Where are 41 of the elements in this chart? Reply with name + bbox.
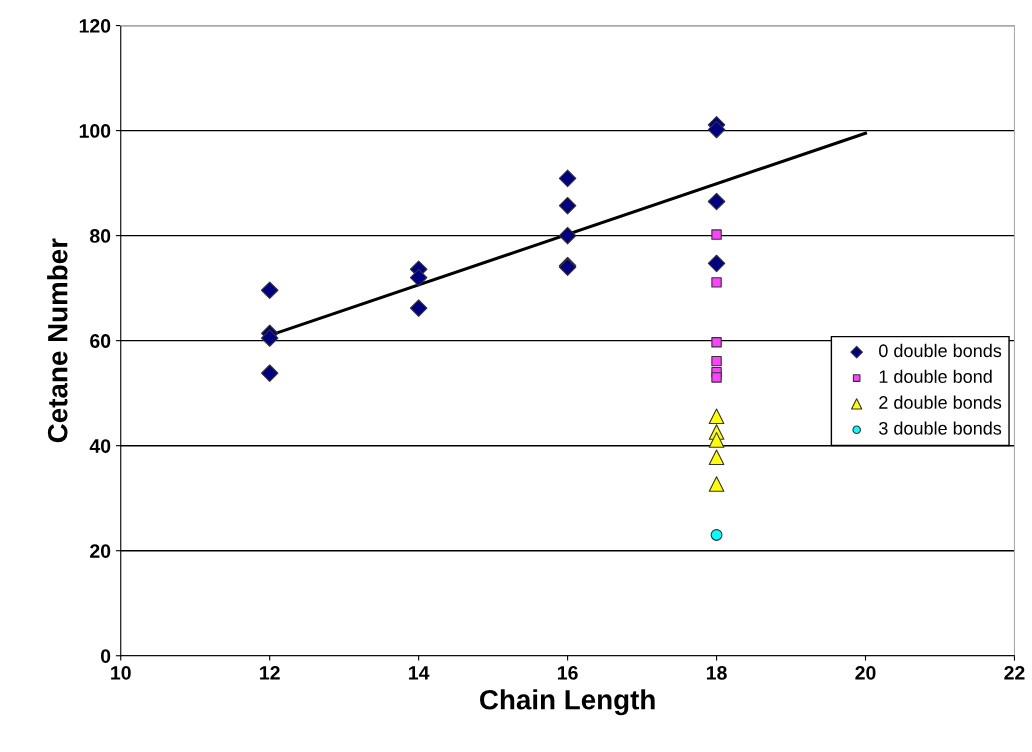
point — [707, 254, 726, 273]
legend-label: 2 double bonds — [879, 395, 1002, 409]
point — [707, 192, 726, 211]
x-tick-label: 12 — [260, 665, 280, 680]
x-tick-label: 16 — [558, 665, 578, 680]
point — [558, 169, 577, 188]
legend-label: 0 double bonds — [879, 343, 1002, 358]
point — [708, 408, 725, 425]
point — [711, 355, 722, 367]
point — [707, 120, 726, 139]
point — [708, 432, 725, 448]
point — [711, 372, 722, 383]
legend-label: 3 double bonds — [879, 421, 1002, 435]
y-tick-label: 40 — [89, 439, 111, 453]
legend-label: 1 double bond — [879, 369, 992, 383]
point — [711, 277, 722, 288]
x-tick-label: 22 — [1004, 665, 1025, 680]
point — [409, 299, 428, 317]
y-tick-label: 20 — [90, 544, 111, 558]
point — [409, 268, 428, 287]
point — [711, 229, 722, 240]
point — [260, 329, 279, 347]
x-tick-label: 18 — [706, 665, 727, 680]
y-tick-label: 120 — [79, 19, 111, 33]
y-axis-title: Cetane Number — [47, 238, 68, 443]
x-axis-title: Chain Length — [480, 689, 655, 716]
y-tick-label: 80 — [90, 229, 111, 243]
point — [260, 281, 279, 300]
x-tick-label: 14 — [409, 666, 430, 680]
y-tick-label: 60 — [90, 334, 111, 348]
point — [260, 364, 279, 382]
point — [708, 449, 725, 466]
x-tick-label: 10 — [111, 665, 131, 680]
y-tick-label: 100 — [79, 124, 111, 138]
point — [558, 196, 577, 215]
point — [708, 476, 725, 492]
y-tick-label: 0 — [100, 649, 111, 663]
point — [710, 529, 723, 541]
point — [711, 337, 722, 348]
point — [558, 226, 577, 245]
x-tick-label: 20 — [855, 665, 876, 680]
